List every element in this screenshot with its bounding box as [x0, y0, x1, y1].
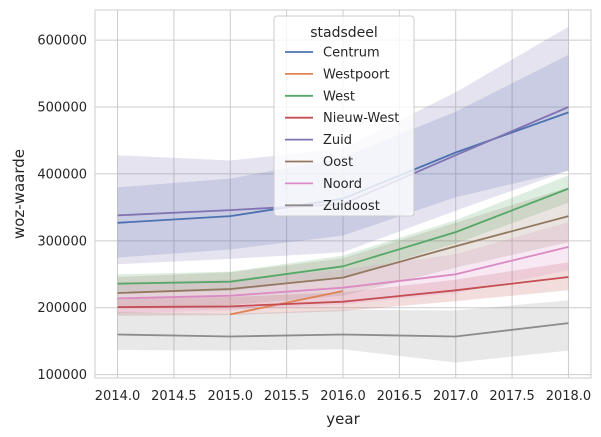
ci-band-oost: [117, 187, 569, 309]
y-tick-label: 100000: [37, 368, 87, 383]
ci-band-nieuw-west: [117, 262, 569, 316]
legend-label-zuidoost: Zuidoost: [323, 199, 380, 214]
y-tick-label: 600000: [37, 34, 87, 49]
legend-label-zuid: Zuid: [323, 133, 352, 148]
x-tick-label: 2014.5: [151, 389, 197, 404]
y-axis-title: woz-waarde: [10, 149, 28, 239]
ci-band-centrum: [117, 54, 569, 258]
x-tick-label: 2017.5: [489, 389, 535, 404]
ci-band-zuidoost: [117, 300, 569, 363]
series-line-oost: [117, 215, 569, 294]
legend: stadsdeel Centrum Westpoort West Nieuw-West…: [273, 15, 415, 217]
legend-title: stadsdeel: [310, 25, 378, 41]
legend-label-noord: Noord: [323, 177, 362, 192]
ci-band-west: [117, 175, 569, 293]
legend-label-nieuw-west: Nieuw-West: [323, 111, 399, 126]
y-tick-label: 500000: [37, 101, 87, 116]
legend-items: Centrum Westpoort West Nieuw-West Zuid Oost No…: [285, 46, 399, 214]
x-tick-label: 2018.0: [546, 389, 592, 404]
series-line-west: [117, 187, 569, 285]
legend-label-westpoort: Westpoort: [323, 67, 390, 82]
x-tick-labels: 2014.0 2014.5 2015.0 2015.5 2016.0 2016.5 2017…: [95, 389, 591, 404]
x-tick-label: 2015.0: [208, 389, 254, 404]
series-line-westpoort: [230, 290, 344, 316]
series-line-nieuw-west: [117, 276, 569, 308]
series-line-noord: [117, 246, 569, 300]
series-line-zuidoost: [117, 322, 569, 338]
series-lines: [117, 106, 569, 338]
x-tick-label: 2016.0: [320, 389, 366, 404]
legend-label-oost: Oost: [323, 155, 353, 170]
y-tick-label: 300000: [37, 234, 87, 249]
legend-label-west: West: [323, 89, 355, 104]
x-tick-label: 2016.5: [377, 389, 423, 404]
y-tick-labels: 100000 200000 300000 400000 500000 600000: [37, 34, 87, 384]
x-tick-label: 2017.0: [433, 389, 479, 404]
ci-band-zuid: [117, 26, 569, 265]
legend-label-centrum: Centrum: [323, 46, 380, 61]
legend-frame: [273, 15, 415, 217]
x-axis-title: year: [326, 410, 360, 428]
x-tick-label: 2015.5: [264, 389, 310, 404]
plot-frame: [94, 9, 592, 379]
x-tick-label: 2014.0: [95, 389, 141, 404]
y-tick-label: 400000: [37, 167, 87, 182]
y-tick-label: 200000: [37, 301, 87, 316]
